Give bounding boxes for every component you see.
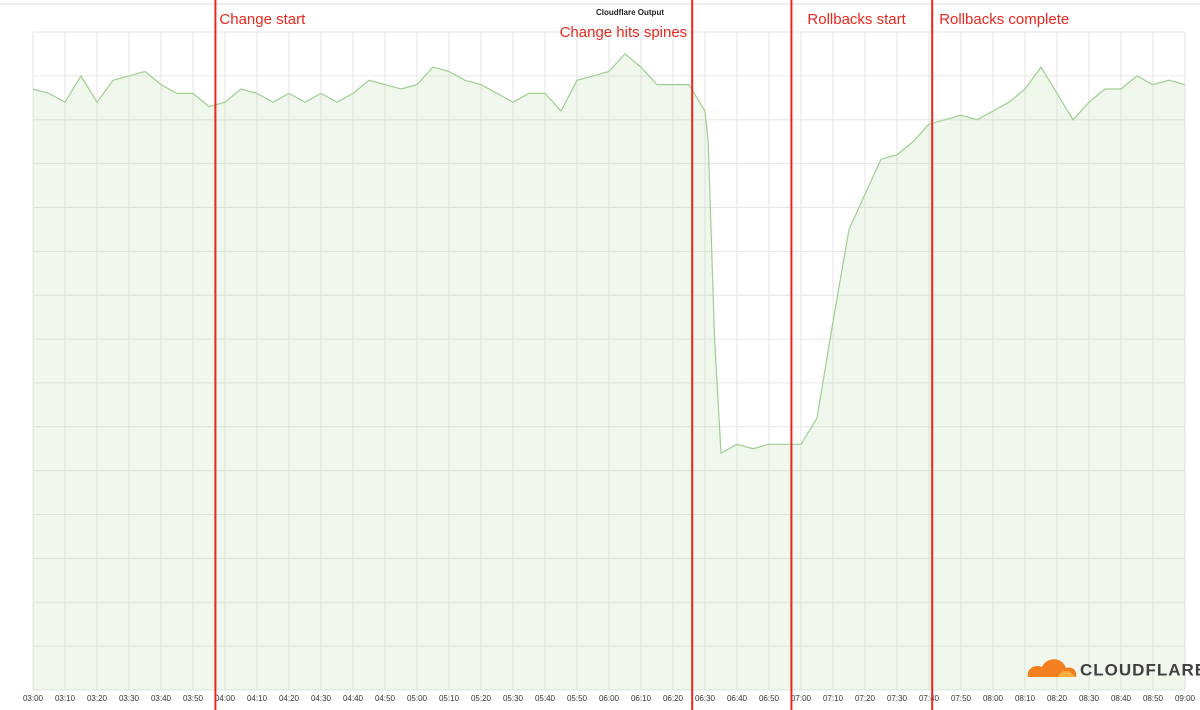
x-tick-label: 05:40 xyxy=(535,694,556,703)
x-tick-label: 07:00 xyxy=(791,694,812,703)
x-tick-label: 03:30 xyxy=(119,694,140,703)
x-tick-label: 04:50 xyxy=(375,694,396,703)
logo: CLOUDFLARE xyxy=(1027,659,1200,679)
x-tick-label: 03:00 xyxy=(23,694,44,703)
annotation-label: Change start xyxy=(219,11,306,28)
x-tick-label: 07:40 xyxy=(919,694,940,703)
x-tick-label: 05:50 xyxy=(567,694,588,703)
logo-text: CLOUDFLARE xyxy=(1080,660,1200,679)
area xyxy=(33,53,1185,690)
annotation-label: Change hits spines xyxy=(560,24,688,41)
x-tick-label: 07:30 xyxy=(887,694,908,703)
x-tick-label: 08:30 xyxy=(1079,694,1100,703)
x-tick-label: 07:10 xyxy=(823,694,844,703)
x-tick-label: 06:10 xyxy=(631,694,652,703)
x-tick-label: 04:20 xyxy=(279,694,300,703)
x-tick-label: 06:00 xyxy=(599,694,620,703)
chart-title: Cloudflare Output xyxy=(596,8,664,17)
x-tick-label: 08:50 xyxy=(1143,694,1164,703)
logo-cloud-accent xyxy=(1058,671,1076,677)
annotation-label: Rollbacks start xyxy=(807,11,906,28)
x-tick-label: 08:10 xyxy=(1015,694,1036,703)
x-tick-label: 06:40 xyxy=(727,694,748,703)
x-tick-label: 03:40 xyxy=(151,694,172,703)
x-tick-label: 08:40 xyxy=(1111,694,1132,703)
x-tick-label: 05:10 xyxy=(439,694,460,703)
x-tick-label: 05:20 xyxy=(471,694,492,703)
x-tick-label: 03:20 xyxy=(87,694,108,703)
x-tick-label: 06:20 xyxy=(663,694,684,703)
x-tick-label: 04:40 xyxy=(343,694,364,703)
x-tick-label: 05:00 xyxy=(407,694,428,703)
plot: 03:00 03:10 03:20 03:30 03:40 03:50 04:00 04:10… xyxy=(23,31,1196,703)
x-tick-label: 03:50 xyxy=(183,694,204,703)
x-tick-label: 06:50 xyxy=(759,694,780,703)
x-tick-label: 03:10 xyxy=(55,694,76,703)
x-tick-label: 08:00 xyxy=(983,694,1004,703)
x-tick-label: 05:30 xyxy=(503,694,524,703)
x-tick-label: 07:50 xyxy=(951,694,972,703)
x-tick-label: 04:10 xyxy=(247,694,268,703)
annotation-label: Rollbacks complete xyxy=(939,11,1069,28)
x-tick-label: 06:30 xyxy=(695,694,716,703)
x-tick-label: 07:20 xyxy=(855,694,876,703)
x-tick-label: 04:00 xyxy=(215,694,236,703)
x-tick-label: 09:00 xyxy=(1175,694,1196,703)
line xyxy=(32,53,1186,455)
x-tick-label: 08:20 xyxy=(1047,694,1068,703)
x-tick-label: 04:30 xyxy=(311,694,332,703)
